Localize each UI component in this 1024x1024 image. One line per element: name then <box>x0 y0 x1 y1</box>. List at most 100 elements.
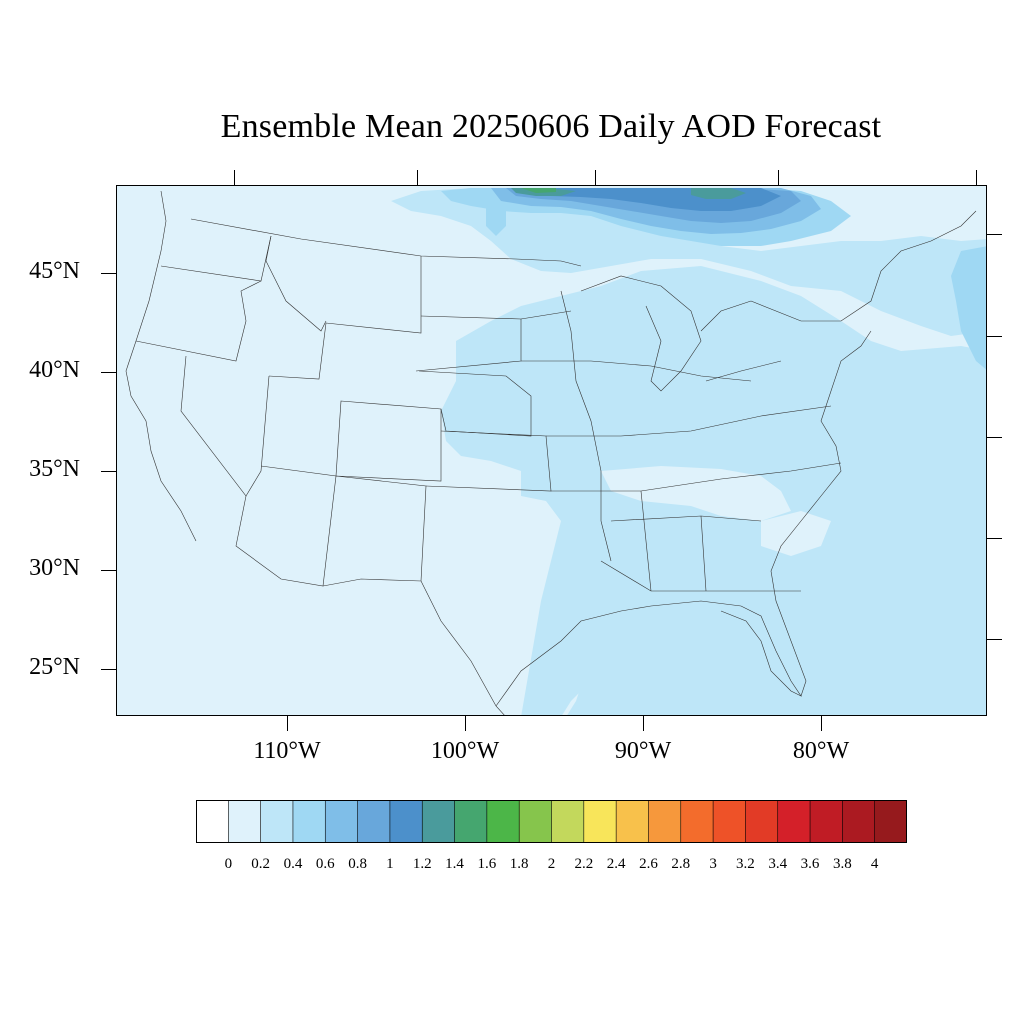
colorbar-label: 3.4 <box>768 856 788 872</box>
florida <box>650 600 802 697</box>
mississippi-river <box>560 290 612 562</box>
colorbar-cell <box>454 800 488 843</box>
colorbar-border <box>196 800 907 843</box>
right-tick <box>987 234 1002 235</box>
top-tick <box>234 170 235 185</box>
aod-region-south-clear <box>601 466 791 521</box>
right-tick <box>987 538 1002 539</box>
texas-coast <box>420 580 652 715</box>
colorbar-label: 0.8 <box>348 856 367 872</box>
oregon-idaho <box>135 280 262 362</box>
aod-region-northeast <box>951 246 986 370</box>
colorbar-label: 3.8 <box>832 856 852 872</box>
aod-region-canada-plume-1-4b <box>691 188 746 199</box>
top-tick <box>976 170 977 185</box>
colorbar-label: 2 <box>547 856 556 872</box>
lon-label-90w: 90°W <box>614 738 672 764</box>
colorbar-cell <box>389 800 424 843</box>
nebraska-kansas <box>418 370 532 437</box>
colorbar-cell <box>777 800 811 843</box>
left-tick <box>101 570 116 571</box>
bottom-tick <box>821 716 822 731</box>
colorbar-label: 1.6 <box>477 856 497 872</box>
colorbar-cell <box>680 800 714 843</box>
colorado <box>335 400 442 482</box>
northeast-lines <box>750 210 977 322</box>
colorbar-label: 2.8 <box>671 856 691 872</box>
us-canada-border <box>190 218 582 267</box>
right-tick <box>987 639 1002 640</box>
dakotas-nebraska <box>415 315 522 372</box>
aod-region-northwest-ontario <box>486 206 506 236</box>
great-lakes <box>580 275 782 392</box>
colorbar-label: 2.6 <box>639 856 658 872</box>
aod-region-gulf <box>567 653 701 715</box>
idaho-montana <box>265 235 327 332</box>
colorbar-cell <box>809 800 844 843</box>
arizona-nm <box>235 465 337 587</box>
lat-label-35n: 35°N <box>29 456 80 482</box>
bottom-tick <box>465 716 466 731</box>
left-tick <box>101 669 116 670</box>
colorbar-label: 2.2 <box>574 856 594 872</box>
colorbar-cell <box>292 800 327 843</box>
colorbar-cells <box>196 800 907 843</box>
lon-label-100w: 100°W <box>430 738 500 764</box>
colorbar-cell <box>615 800 650 843</box>
colorbar-cell <box>648 800 682 843</box>
top-tick <box>778 170 779 185</box>
colorbar-cell <box>196 800 230 843</box>
colorbar-label: 2.4 <box>606 856 626 872</box>
bottom-tick <box>287 716 288 731</box>
colorbar-label: 3.2 <box>736 856 755 872</box>
lat-label-30n: 30°N <box>29 555 80 581</box>
aod-region-north <box>391 188 986 336</box>
colorbar-cell <box>324 800 359 843</box>
top-tick <box>595 170 596 185</box>
east-coast <box>770 330 872 697</box>
montana-wyoming <box>325 256 422 334</box>
utah-colorado <box>268 322 327 380</box>
colorbar-label: 1.4 <box>445 856 464 872</box>
right-tick <box>987 336 1002 337</box>
colorbar-label: 1.2 <box>412 856 432 872</box>
colorbar-cell <box>551 800 585 843</box>
colorbar-label: 4 <box>870 856 879 872</box>
lat-label-40n: 40°N <box>29 357 80 383</box>
map-panel <box>116 185 987 716</box>
colorbar-label: 1.8 <box>509 856 529 872</box>
colorbar <box>196 800 907 843</box>
colorbar-cell <box>583 800 617 843</box>
aod-region-canada-plume-1-6 <box>521 188 556 193</box>
top-tick <box>417 170 418 185</box>
political-boundaries <box>125 190 977 715</box>
kansas-oklahoma <box>425 430 552 492</box>
map-title: Ensemble Mean 20250606 Daily AOD Forecas… <box>220 108 882 145</box>
colorbar-cell <box>712 800 747 843</box>
lat-label-45n: 45°N <box>29 258 80 284</box>
bottom-tick <box>643 716 644 731</box>
left-tick <box>101 273 116 274</box>
left-tick <box>101 372 116 373</box>
lat-label-25n: 25°N <box>29 654 80 680</box>
left-tick <box>101 471 116 472</box>
aod-map <box>117 186 986 715</box>
colorbar-label: 0 <box>224 856 233 872</box>
lon-label-80w: 80°W <box>792 738 850 764</box>
colorbar-cell <box>842 800 876 843</box>
colorbar-label: 0.4 <box>283 856 303 872</box>
colorbar-label: 0.2 <box>251 856 270 872</box>
colorbar-cell <box>260 800 294 843</box>
colorbar-cell <box>518 800 553 843</box>
west-coast <box>125 190 197 542</box>
colorbar-label: 1 <box>386 856 394 872</box>
lon-label-110w: 110°W <box>253 738 321 764</box>
colorbar-cell <box>228 800 262 843</box>
colorbar-cell <box>874 800 907 843</box>
colorbar-label: 0.6 <box>315 856 335 872</box>
colorbar-cell <box>745 800 779 843</box>
right-tick <box>987 437 1002 438</box>
colorbar-label: 3.6 <box>800 856 820 872</box>
colorbar-cell <box>357 800 391 843</box>
colorbar-cell <box>421 800 456 843</box>
